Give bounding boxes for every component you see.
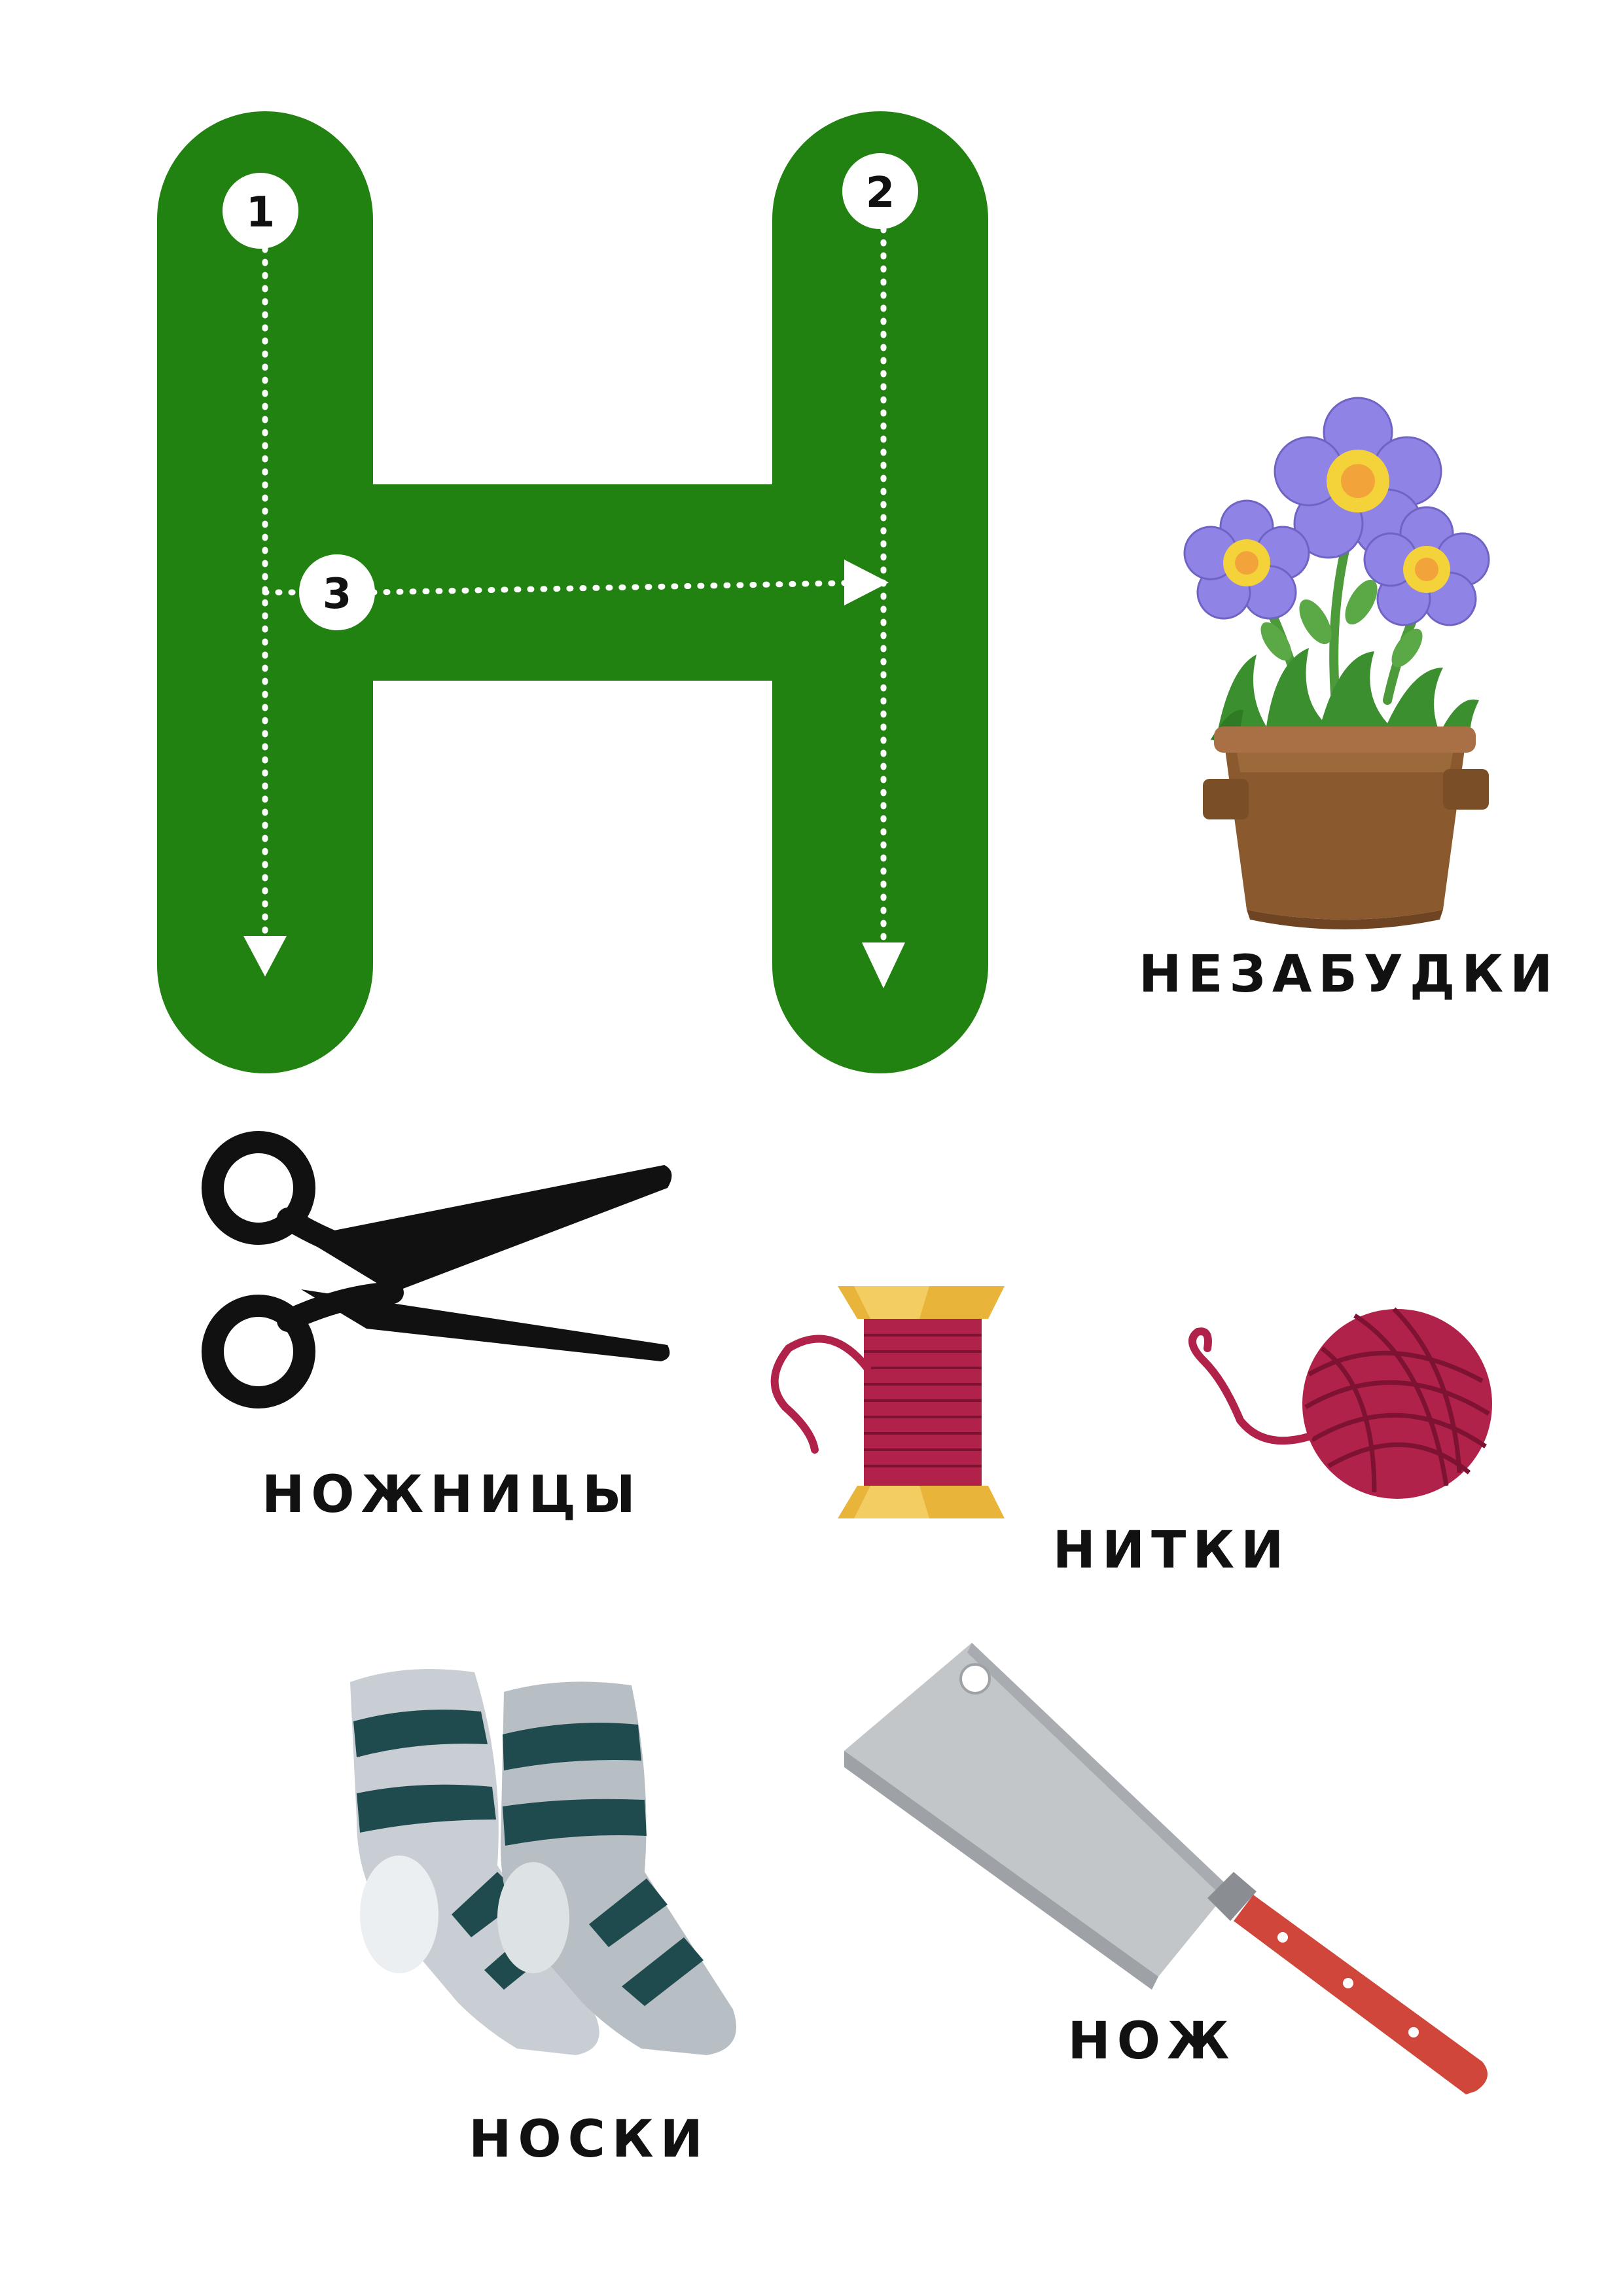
stroke-3-guide [370,579,874,596]
stroke-guides [262,226,887,972]
sock-front [497,1681,736,2055]
flowerpot-icon [1183,397,1490,929]
letter-n [157,111,988,1073]
label-nozh: НОЖ [1067,2012,1236,2071]
label-nitki: НИТКИ [1052,1521,1291,1580]
scissors-icon [202,1131,672,1408]
svg-text:1: 1 [246,188,276,237]
forget-me-not-flower [1274,397,1442,559]
forget-me-not-flower [1363,506,1490,626]
label-nezabudki: НЕЗАБУДКИ [1139,945,1560,1004]
stroke-number-1: 1 [223,173,298,249]
arrow-right-icon [844,560,889,605]
forget-me-not-flower [1183,499,1310,620]
svg-text:3: 3 [323,570,352,619]
socks-icon [350,1669,736,2055]
arrow-down-icon [243,936,287,977]
stroke-number-3: 3 [299,554,375,630]
thread-spool-and-yarn-ball-icon [770,1286,1492,1518]
stroke-arrowheads [243,560,905,988]
cleaver-knife-icon [844,1643,1488,2094]
thread-spool-icon [770,1286,1005,1518]
arrow-down-icon [862,942,905,988]
yarn-ball-icon [1188,1307,1492,1499]
stroke-number-2: 2 [842,153,918,229]
label-noski: НОСКИ [469,2110,709,2169]
svg-text:2: 2 [866,169,895,217]
label-nozhnitsy: НОЖНИЦЫ [262,1465,642,1524]
